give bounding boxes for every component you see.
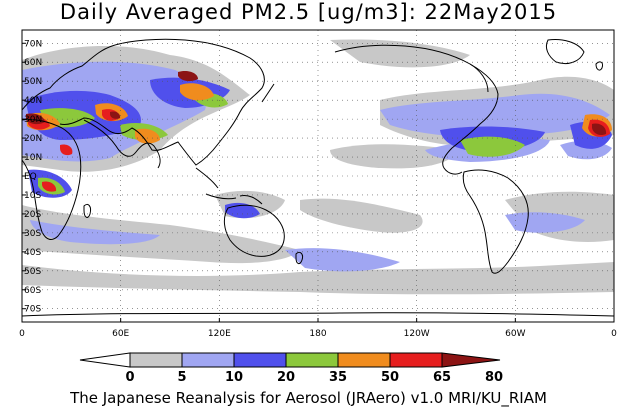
lat-label: 40N xyxy=(24,96,42,106)
lat-label: 20N xyxy=(24,134,42,144)
colorbar-segment xyxy=(337,352,391,368)
colorbar-segment xyxy=(233,352,287,368)
colorbar-level-label: 20 xyxy=(277,370,295,385)
lat-label: EQ xyxy=(24,172,37,182)
footer-credit: The Japanese Reanalysis for Aerosol (JRA… xyxy=(70,389,547,407)
lat-label: 40S xyxy=(24,248,41,258)
lon-label: 180 xyxy=(309,329,326,339)
lat-label: 60N xyxy=(24,58,42,68)
lon-label: 120E xyxy=(208,329,231,339)
lat-label: 10S xyxy=(24,191,41,201)
colorbar-high-arrow xyxy=(441,352,501,368)
colorbar-segment xyxy=(285,352,339,368)
graticule xyxy=(21,30,615,322)
colorbar-low-arrow xyxy=(79,352,131,368)
lon-label: 0 xyxy=(19,329,25,339)
colorbar-level-label: 65 xyxy=(433,370,451,385)
colorbar-segment xyxy=(129,352,183,368)
lat-label: 30N xyxy=(24,115,42,125)
colorbar-level-label: 5 xyxy=(177,370,186,385)
colorbar-level-label: 50 xyxy=(381,370,399,385)
lat-label: 60S xyxy=(24,286,41,296)
lon-label: 60W xyxy=(505,329,525,339)
lat-label: 70S xyxy=(24,305,41,315)
latitude-labels: 70N 60N 50N 40N 30N 20N 10N EQ 10S 20S 30S 40S 50S 60… xyxy=(22,39,42,315)
longitude-labels: 0 60E 120E 180 120W 60W 0 xyxy=(19,318,617,339)
lon-label: 120W xyxy=(404,329,430,339)
colorbar-level-label: 0 xyxy=(125,370,134,385)
colorbar-level-label: 80 xyxy=(485,370,503,385)
lat-label: 70N xyxy=(24,39,42,49)
lon-label: 0 xyxy=(611,329,617,339)
lat-label: 50S xyxy=(24,267,41,277)
lat-label: 50N xyxy=(24,77,42,87)
colorbar-segment xyxy=(181,352,235,368)
colorbar-level-label: 10 xyxy=(225,370,243,385)
lat-label: 20S xyxy=(24,210,41,220)
lon-label: 60E xyxy=(112,329,129,339)
colorbar: 0 5 10 20 35 50 65 80 xyxy=(79,352,503,385)
lat-label: 10N xyxy=(24,153,42,163)
colorbar-segment xyxy=(389,352,443,368)
colorbar-level-label: 35 xyxy=(329,370,347,385)
coastlines xyxy=(21,38,615,317)
map-title: Daily Averaged PM2.5 [ug/m3]: 22May2015 xyxy=(59,0,558,24)
lat-label: 30S xyxy=(24,229,41,239)
